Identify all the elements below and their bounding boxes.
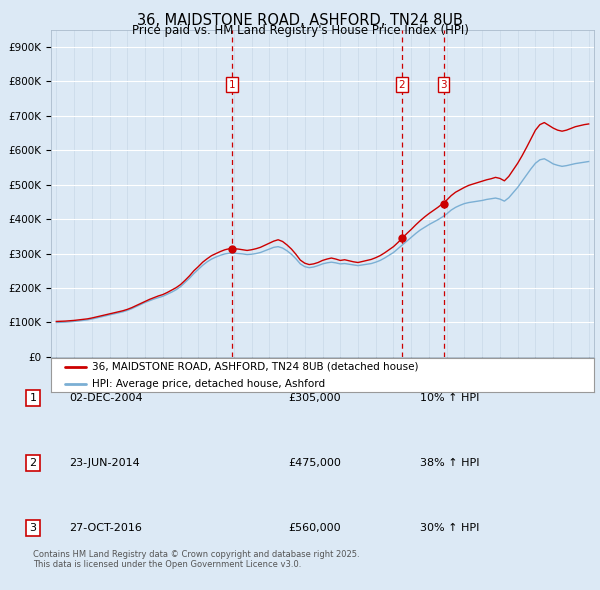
Text: 27-OCT-2016: 27-OCT-2016	[69, 523, 142, 533]
Text: 02-DEC-2004: 02-DEC-2004	[69, 394, 143, 403]
Text: 38% ↑ HPI: 38% ↑ HPI	[420, 458, 479, 468]
Text: 2: 2	[29, 458, 37, 468]
Text: HPI: Average price, detached house, Ashford: HPI: Average price, detached house, Ashf…	[92, 379, 325, 389]
Text: 1: 1	[229, 80, 236, 90]
Text: 1: 1	[29, 394, 37, 403]
Text: £475,000: £475,000	[288, 458, 341, 468]
Text: Price paid vs. HM Land Registry's House Price Index (HPI): Price paid vs. HM Land Registry's House …	[131, 24, 469, 37]
Text: 36, MAIDSTONE ROAD, ASHFORD, TN24 8UB: 36, MAIDSTONE ROAD, ASHFORD, TN24 8UB	[137, 13, 463, 28]
Text: 23-JUN-2014: 23-JUN-2014	[69, 458, 140, 468]
Text: 36, MAIDSTONE ROAD, ASHFORD, TN24 8UB (detached house): 36, MAIDSTONE ROAD, ASHFORD, TN24 8UB (d…	[92, 362, 418, 372]
Text: £560,000: £560,000	[288, 523, 341, 533]
Text: Contains HM Land Registry data © Crown copyright and database right 2025.
This d: Contains HM Land Registry data © Crown c…	[33, 550, 359, 569]
Text: £305,000: £305,000	[288, 394, 341, 403]
Text: 10% ↑ HPI: 10% ↑ HPI	[420, 394, 479, 403]
Text: 30% ↑ HPI: 30% ↑ HPI	[420, 523, 479, 533]
Text: 3: 3	[440, 80, 447, 90]
Text: 2: 2	[398, 80, 406, 90]
Text: 3: 3	[29, 523, 37, 533]
